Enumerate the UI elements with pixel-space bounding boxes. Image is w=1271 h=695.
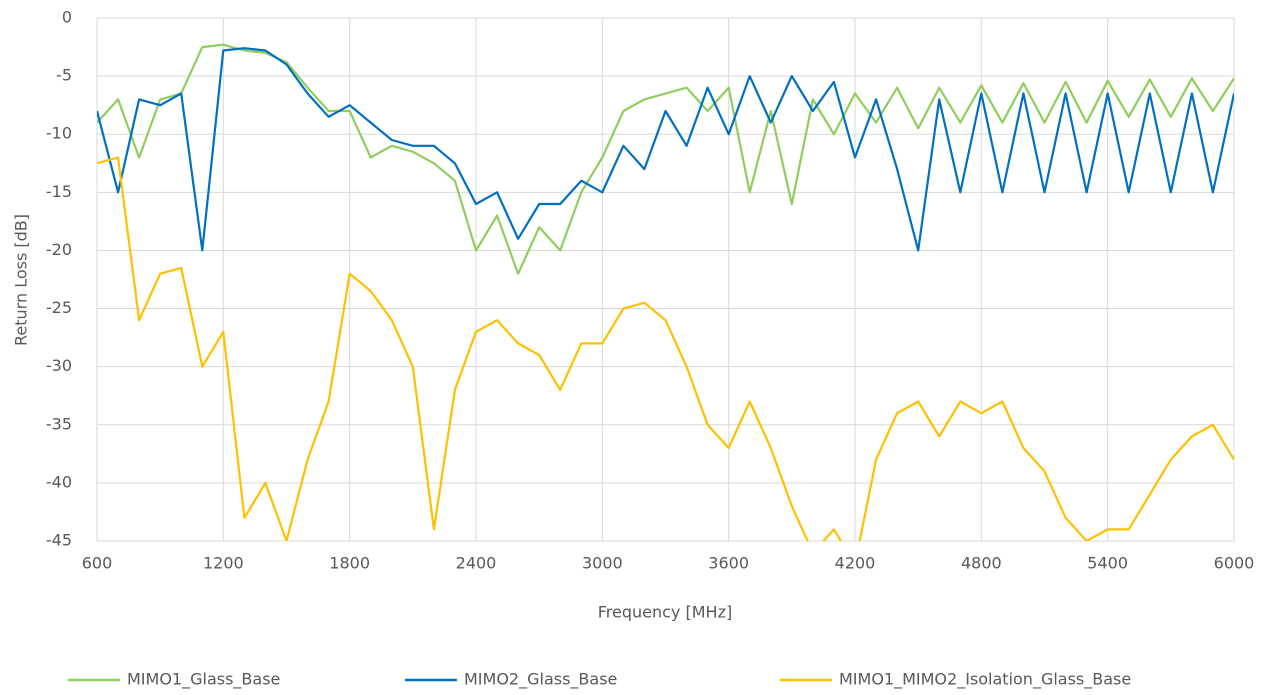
series-line: [97, 156, 1234, 541]
x-tick-label: 4200: [835, 554, 876, 573]
y-tick-label: -40: [46, 472, 72, 491]
x-tick-label: 1800: [329, 554, 370, 573]
y-tick-label: -45: [46, 531, 72, 550]
y-tick-label: -25: [46, 298, 72, 317]
x-tick-label: 6000: [1214, 554, 1255, 573]
x-tick-label: 600: [82, 554, 113, 573]
x-axis-title: Frequency [MHz]: [598, 603, 732, 622]
plot-lines: [97, 43, 1234, 541]
x-tick-label: 4800: [961, 554, 1002, 573]
y-tick-label: 0: [62, 8, 72, 27]
legend: MIMO1_Glass_Base MIMO2_Glass_Base MIMO1_MI…: [68, 670, 1131, 690]
legend-label: MIMO1_MIMO2_Isolation_Glass_Base: [839, 670, 1131, 690]
x-tick-label: 3000: [582, 554, 623, 573]
y-tick-label: -30: [46, 356, 72, 375]
y-tick-label: -35: [46, 414, 72, 433]
legend-label: MIMO1_Glass_Base: [127, 670, 280, 690]
series-line: [97, 43, 1234, 275]
grid: 0 -5 -10 -15 -20 -25 -30 -35 -40 -45 600 1200 1800 24…: [46, 8, 1255, 573]
x-tick-label: 3600: [708, 554, 749, 573]
x-tick-label: 2400: [456, 554, 497, 573]
y-tick-label: -10: [46, 124, 72, 143]
y-axis-title: Return Loss [dB]: [12, 214, 31, 346]
y-tick-label: -15: [46, 182, 72, 201]
y-tick-label: -5: [56, 66, 72, 85]
y-tick-label: -20: [46, 240, 72, 259]
series-line: [97, 47, 1234, 252]
x-tick-label: 5400: [1087, 554, 1128, 573]
legend-label: MIMO2_Glass_Base: [464, 670, 617, 690]
x-tick-label: 1200: [203, 554, 244, 573]
